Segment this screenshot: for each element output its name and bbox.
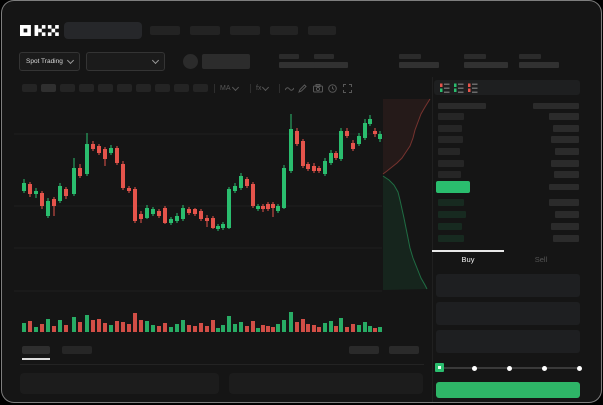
last-price-display: [202, 54, 250, 69]
fx-label: fx: [256, 85, 262, 92]
bottom-tab-1[interactable]: [62, 346, 92, 354]
bid-amount-2: [551, 223, 579, 230]
nav-item-2[interactable]: [230, 26, 260, 35]
timeframe-button-8[interactable]: [174, 84, 189, 92]
amount-input[interactable]: [436, 302, 580, 325]
fullscreen-icon[interactable]: [343, 84, 352, 93]
tab-sell[interactable]: Sell: [534, 255, 548, 264]
slider-stop-1[interactable]: [471, 365, 477, 371]
timeframe-button-3[interactable]: [79, 84, 94, 92]
price-input[interactable]: [436, 274, 580, 297]
stat-value-4: [519, 62, 559, 68]
stat-value-2: [399, 62, 439, 68]
bottom-panel-1: [229, 373, 423, 394]
book-view-asks[interactable]: [468, 83, 478, 93]
timeframe-button-1[interactable]: [41, 84, 56, 92]
ask-amount-4: [551, 160, 579, 167]
slider-handle-dot: [438, 366, 441, 369]
slider-stop-4[interactable]: [576, 365, 582, 371]
divider: [20, 364, 424, 365]
bottom-tab-indicator: [22, 358, 50, 360]
ask-amount-3: [555, 148, 579, 155]
market-type-selector[interactable]: Spot Trading: [19, 52, 80, 71]
line-chart-icon[interactable]: [285, 85, 294, 93]
market-type-label: Spot Trading: [26, 58, 63, 65]
divider: [214, 84, 215, 93]
ask-price-1[interactable]: [438, 125, 462, 132]
stat-label-4: [519, 54, 541, 59]
stat-label-3: [464, 54, 486, 59]
bid-amount-1: [555, 211, 579, 218]
ask-price-4[interactable]: [438, 160, 464, 167]
last-price-bar[interactable]: [436, 181, 470, 193]
stat-label-2: [399, 54, 421, 59]
ask-price-2[interactable]: [438, 136, 463, 143]
function-dropdown[interactable]: fx: [256, 83, 270, 92]
ask-price-5[interactable]: [438, 171, 461, 178]
orderbook-view-toggles: [434, 80, 580, 95]
clock-icon[interactable]: [328, 84, 337, 93]
ma-label: MA: [220, 85, 231, 92]
timeframe-button-0[interactable]: [22, 84, 37, 92]
last-price-amount: [549, 184, 579, 190]
ask-price-0[interactable]: [438, 113, 464, 120]
divider: [279, 84, 280, 93]
divider: [250, 84, 251, 93]
order-panel: [432, 77, 601, 402]
slider-stop-2[interactable]: [506, 365, 512, 371]
tab-buy[interactable]: Buy: [461, 255, 475, 264]
bottom-action-0[interactable]: [349, 346, 379, 354]
stat-value-1: [314, 62, 348, 68]
nav-item-1[interactable]: [190, 26, 220, 35]
okx-logo: [20, 24, 60, 37]
stat-label-0: [279, 54, 299, 59]
nav-item-0[interactable]: [150, 26, 180, 35]
active-tab-indicator: [432, 250, 504, 252]
stat-label-1: [314, 54, 334, 59]
ask-amount-5: [554, 171, 579, 178]
timeframe-button-5[interactable]: [117, 84, 132, 92]
indicator-ma-dropdown[interactable]: MA: [220, 83, 239, 92]
bottom-tab-0[interactable]: [22, 346, 50, 354]
stat-value-0: [279, 62, 319, 68]
orderbook-header-amount: [533, 103, 579, 109]
nav-item-3[interactable]: [270, 26, 298, 35]
bid-amount-0: [549, 199, 579, 206]
draw-tool-icon[interactable]: [298, 84, 307, 93]
camera-icon[interactable]: [313, 84, 323, 93]
timeframe-button-6[interactable]: [136, 84, 151, 92]
slider-stop-3[interactable]: [541, 365, 547, 371]
bid-price-3[interactable]: [438, 235, 464, 242]
bottom-panel-0: [20, 373, 219, 394]
timeframe-button-2[interactable]: [60, 84, 75, 92]
bid-amount-3: [553, 235, 579, 242]
global-search-input[interactable]: [64, 22, 142, 39]
ask-amount-1: [553, 125, 579, 132]
ask-amount-2: [551, 136, 579, 143]
timeframe-button-7[interactable]: [155, 84, 170, 92]
timeframe-button-9[interactable]: [193, 84, 208, 92]
ask-price-3[interactable]: [438, 148, 460, 155]
bid-price-0[interactable]: [438, 199, 464, 206]
buy-submit-button[interactable]: [436, 382, 580, 398]
bid-price-1[interactable]: [438, 211, 466, 218]
book-view-bids[interactable]: [454, 83, 464, 93]
ask-amount-0: [549, 113, 579, 120]
coin-icon: [183, 54, 198, 69]
stat-value-3: [464, 62, 508, 68]
book-view-combined[interactable]: [440, 83, 450, 93]
total-input[interactable]: [436, 330, 580, 353]
bid-price-2[interactable]: [438, 223, 462, 230]
orderbook-header-price: [438, 103, 486, 109]
pair-selector[interactable]: [86, 52, 165, 71]
slider-handle[interactable]: [435, 363, 444, 372]
nav-item-4[interactable]: [308, 26, 336, 35]
timeframe-button-4[interactable]: [98, 84, 113, 92]
bottom-action-1[interactable]: [389, 346, 419, 354]
